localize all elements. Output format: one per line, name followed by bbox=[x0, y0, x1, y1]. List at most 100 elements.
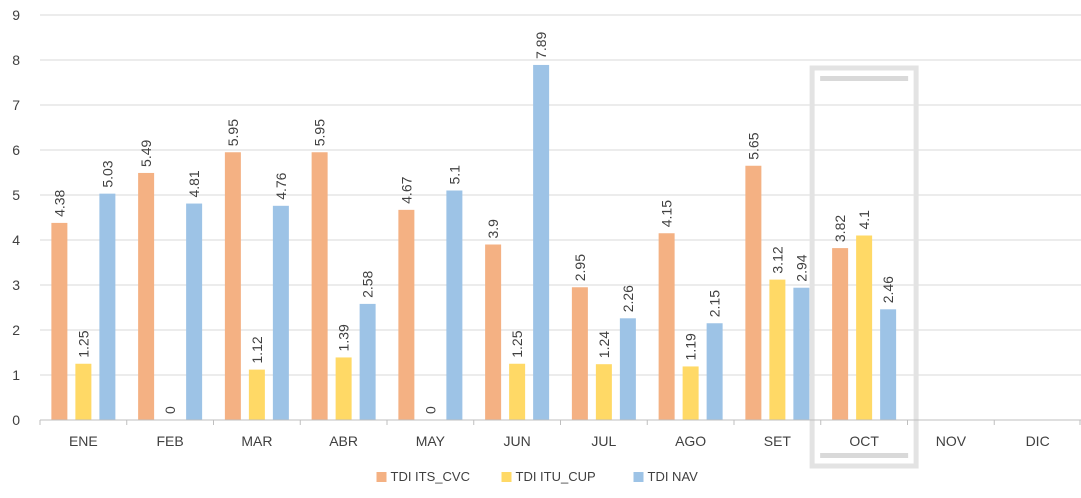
bar bbox=[571, 287, 588, 420]
legend-item: TDI ITU_CUP bbox=[501, 469, 596, 484]
data-label: 0 bbox=[162, 406, 178, 414]
gridlines bbox=[40, 14, 1081, 376]
bar bbox=[706, 323, 723, 420]
data-label: 3.82 bbox=[832, 215, 848, 242]
data-label: 2.15 bbox=[707, 290, 723, 317]
bar bbox=[138, 172, 155, 420]
bar bbox=[856, 235, 873, 420]
data-label: 1.39 bbox=[336, 324, 352, 351]
data-label: 5.95 bbox=[312, 119, 328, 146]
bar bbox=[398, 209, 415, 420]
y-tick-label: 5 bbox=[12, 187, 20, 203]
data-label: 2.46 bbox=[880, 276, 896, 303]
data-label: 4.67 bbox=[398, 176, 414, 203]
x-tick-label: AGO bbox=[675, 433, 706, 449]
x-tick-label: SET bbox=[764, 433, 792, 449]
highlight-box-group bbox=[809, 65, 919, 469]
x-tick-label: DIC bbox=[1026, 433, 1050, 449]
data-label: 2.58 bbox=[360, 270, 376, 297]
y-tick-label: 2 bbox=[12, 322, 20, 338]
data-label: 1.25 bbox=[509, 330, 525, 357]
legend-label: TDI ITU_CUP bbox=[516, 469, 596, 484]
x-tick-label: ENE bbox=[69, 433, 98, 449]
data-label: 0 bbox=[422, 406, 438, 414]
x-tick-label: JUL bbox=[591, 433, 616, 449]
y-tick-label: 1 bbox=[12, 367, 20, 383]
bar bbox=[99, 193, 116, 420]
legend-swatch bbox=[501, 472, 512, 482]
data-label: 3.12 bbox=[769, 246, 785, 273]
bar bbox=[793, 287, 810, 420]
data-label: 2.26 bbox=[620, 285, 636, 312]
data-label: 4.76 bbox=[273, 172, 289, 199]
data-label: 2.95 bbox=[572, 254, 588, 281]
bar bbox=[485, 244, 502, 420]
highlight-box bbox=[809, 65, 919, 469]
y-tick-label: 9 bbox=[12, 7, 20, 23]
bar bbox=[272, 205, 289, 420]
y-tick-label: 7 bbox=[12, 97, 20, 113]
bar bbox=[359, 303, 376, 420]
data-label: 5.95 bbox=[225, 119, 241, 146]
legend: TDI ITS_CVC TDI ITU_CUP TDI NAV bbox=[376, 469, 699, 484]
data-label: 4.81 bbox=[186, 170, 202, 197]
x-tick-label: OCT bbox=[849, 433, 879, 449]
bar bbox=[446, 190, 463, 420]
bar bbox=[509, 363, 526, 420]
data-label: 5.49 bbox=[138, 139, 154, 166]
y-tick-label: 0 bbox=[12, 412, 20, 428]
data-label: 1.24 bbox=[596, 331, 612, 358]
highlight-box-bottom-bar bbox=[820, 453, 909, 458]
x-tick-label: NOV bbox=[936, 433, 967, 449]
data-label: 4.15 bbox=[659, 200, 675, 227]
bar bbox=[682, 366, 699, 420]
y-tick-label: 3 bbox=[12, 277, 20, 293]
y-tick-label: 8 bbox=[12, 52, 20, 68]
bar bbox=[880, 309, 897, 420]
data-label: 3.9 bbox=[485, 219, 501, 239]
bar bbox=[51, 222, 68, 420]
bar bbox=[595, 364, 612, 420]
bar bbox=[769, 279, 786, 420]
bar bbox=[533, 64, 550, 420]
legend-item: TDI ITS_CVC bbox=[376, 469, 470, 484]
legend-item: TDI NAV bbox=[633, 469, 699, 484]
bar bbox=[745, 165, 762, 420]
x-tick-label: FEB bbox=[157, 433, 184, 449]
bar bbox=[186, 203, 203, 420]
y-tick-label: 4 bbox=[12, 232, 20, 248]
x-tick-label: JUN bbox=[504, 433, 531, 449]
bar bbox=[248, 369, 265, 420]
data-labels-group: 4.38 5.49 5.95 5.95 4.67 3.9 2.95 4.15 5.65 3.82 1… bbox=[51, 31, 896, 414]
y-tick-label: 6 bbox=[12, 142, 20, 158]
bars-group bbox=[51, 64, 897, 420]
data-label: 5.03 bbox=[99, 160, 115, 187]
legend-swatch bbox=[633, 472, 644, 482]
x-tick-label: MAR bbox=[241, 433, 272, 449]
data-label: 5.1 bbox=[446, 165, 462, 185]
bar bbox=[619, 318, 636, 420]
bar bbox=[658, 233, 675, 420]
highlight-box-top-bar bbox=[820, 76, 909, 81]
data-label: 4.1 bbox=[856, 210, 872, 230]
bar bbox=[224, 152, 241, 420]
data-label: 1.12 bbox=[249, 336, 265, 363]
bar bbox=[311, 152, 328, 420]
legend-label: TDI NAV bbox=[648, 469, 699, 484]
axes-group: 0 1 2 3 4 5 6 7 8 9 ENE FEB MAR ABR MAY JUN JUL AGO SET OCT… bbox=[12, 7, 1081, 449]
legend-swatch bbox=[376, 472, 387, 482]
bar bbox=[832, 248, 849, 420]
x-tick-label: MAY bbox=[416, 433, 446, 449]
bar bbox=[335, 357, 352, 420]
data-label: 5.65 bbox=[745, 132, 761, 159]
data-label: 1.25 bbox=[75, 330, 91, 357]
data-label: 7.89 bbox=[533, 31, 549, 58]
data-label: 2.94 bbox=[793, 254, 809, 281]
data-label: 4.38 bbox=[51, 189, 67, 216]
data-label: 1.19 bbox=[683, 333, 699, 360]
bar bbox=[75, 363, 92, 420]
x-tick-label: ABR bbox=[329, 433, 358, 449]
legend-label: TDI ITS_CVC bbox=[391, 469, 470, 484]
